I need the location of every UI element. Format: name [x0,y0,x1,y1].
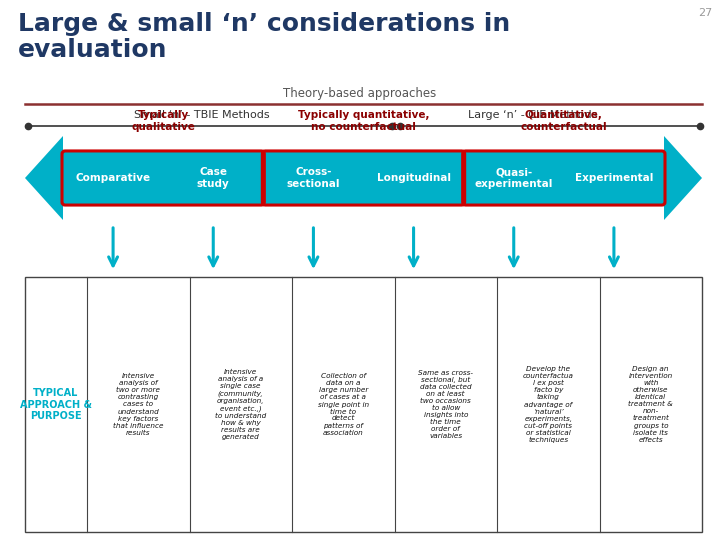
Text: 27: 27 [698,8,712,18]
Polygon shape [25,136,702,220]
Text: Large & small ‘n’ considerations in: Large & small ‘n’ considerations in [18,12,510,36]
Text: Experimental: Experimental [575,173,653,183]
Text: TYPICAL
APPROACH &
PURPOSE: TYPICAL APPROACH & PURPOSE [20,388,92,421]
Text: Quasi-
experimental: Quasi- experimental [474,167,553,189]
Text: Large ‘n’ - CIE Methods: Large ‘n’ - CIE Methods [468,110,598,120]
Text: Case
study: Case study [197,167,230,189]
Text: Collection of
data on a
large number
of cases at a
single point in
time to
detec: Collection of data on a large number of … [318,373,369,436]
Text: Cross-
sectional: Cross- sectional [287,167,340,189]
Text: Same as cross-
sectional, but
data collected
on at least
two occasions
to allow
: Same as cross- sectional, but data colle… [418,370,473,439]
Text: Quantitative,
counterfactual: Quantitative, counterfactual [521,110,607,132]
Text: Small ‘n’ - TBIE Methods: Small ‘n’ - TBIE Methods [134,110,269,120]
Text: Longitudinal: Longitudinal [377,173,451,183]
Text: Intensive
analysis of a
single case
(community,
organisation,
event etc.,)
to un: Intensive analysis of a single case (com… [215,369,266,440]
Text: evaluation: evaluation [18,38,168,62]
Text: Intensive
analysis of
two or more
contrasting
cases to
understand
key factors
th: Intensive analysis of two or more contra… [113,373,163,436]
Text: Develop the
counterfactua
l ex post
facto by
taking
advantage of
‘natural’
exper: Develop the counterfactua l ex post fact… [523,366,574,443]
Text: Typically quantitative,
no counterfactual: Typically quantitative, no counterfactua… [298,110,429,132]
Bar [25,277,702,532]
Text: Comparative: Comparative [76,173,150,183]
Text: Typically
qualitative: Typically qualitative [131,110,195,132]
Text: Theory-based approaches: Theory-based approaches [284,87,436,100]
Text: Design an
intervention
with
otherwise
identical
treatment &
non-
treatment
group: Design an intervention with otherwise id… [629,367,673,443]
